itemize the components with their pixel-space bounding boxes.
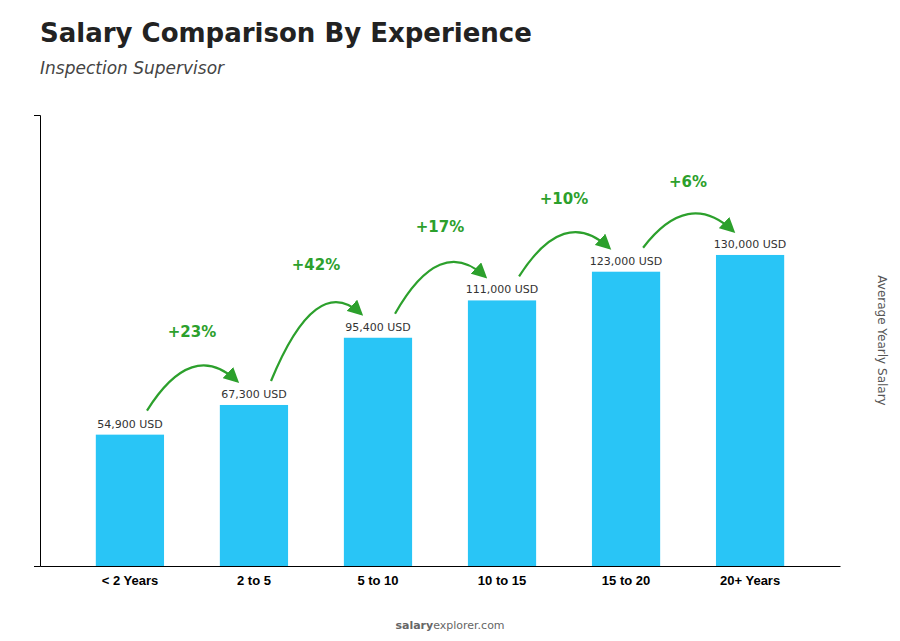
y-axis-line <box>34 116 41 567</box>
bars <box>96 255 784 566</box>
change-label: +10% <box>540 190 588 208</box>
data-label: 123,000 USD <box>590 255 663 268</box>
watermark: explorer.com <box>433 619 504 632</box>
x-tick: 10 to 15 <box>478 566 526 588</box>
x-tick-label: 10 to 15 <box>478 573 526 588</box>
x-tick-label: < 2 Years <box>102 573 159 588</box>
change-label: +42% <box>292 256 340 274</box>
bar <box>344 338 412 566</box>
bar <box>716 255 784 566</box>
x-axis: < 2 Years 2 to 5 5 to 10 10 to 15 15 to 20 20… <box>41 566 841 588</box>
x-tick: 2 to 5 <box>237 566 271 588</box>
x-tick: 15 to 20 <box>602 566 650 588</box>
y-axis <box>34 116 41 567</box>
x-tick: 20+ Years <box>720 566 780 588</box>
bar <box>592 272 660 566</box>
title: Salary Comparison By Experience <box>40 18 532 48</box>
change-label: +23% <box>168 323 216 341</box>
x-tick: < 2 Years <box>102 566 159 588</box>
x-axis-line <box>41 566 841 567</box>
bar <box>468 300 536 566</box>
data-label: 54,900 USD <box>97 418 163 431</box>
chart-container: < 2 Years 2 to 5 5 to 10 10 to 15 15 to 20 20… <box>0 0 900 641</box>
x-tick-label: 5 to 10 <box>357 573 398 588</box>
change-arrow <box>395 262 485 314</box>
data-label: 95,400 USD <box>345 321 411 334</box>
subtitle: Inspection Supervisor <box>40 58 225 78</box>
x-tick-label: 15 to 20 <box>602 573 650 588</box>
bar <box>220 405 288 566</box>
change-arrow <box>271 302 361 381</box>
data-label: 111,000 USD <box>466 283 539 296</box>
plot-area: < 2 Years 2 to 5 5 to 10 10 to 15 15 to 20 20… <box>34 116 841 589</box>
data-labels: 54,900 USD 67,300 USD 95,400 USD 111,000 US… <box>97 238 786 431</box>
annotations: +23% +42% +17% +10% +6% <box>147 173 733 411</box>
watermark: salary <box>395 619 433 632</box>
change-arrow <box>643 213 733 247</box>
data-label: 130,000 USD <box>714 238 787 251</box>
change-label: +6% <box>669 173 707 191</box>
change-arrow <box>147 365 237 410</box>
bar <box>96 435 164 566</box>
x-tick: 5 to 10 <box>357 566 398 588</box>
x-tick-label: 2 to 5 <box>237 573 271 588</box>
x-tick-label: 20+ Years <box>720 573 780 588</box>
chart-svg: < 2 Years 2 to 5 5 to 10 10 to 15 15 to 20 20… <box>0 0 900 641</box>
data-label: 67,300 USD <box>221 388 287 401</box>
change-arrow <box>519 232 609 276</box>
change-label: +17% <box>416 218 464 236</box>
y-axis-title: Average Yearly Salary <box>875 275 889 405</box>
